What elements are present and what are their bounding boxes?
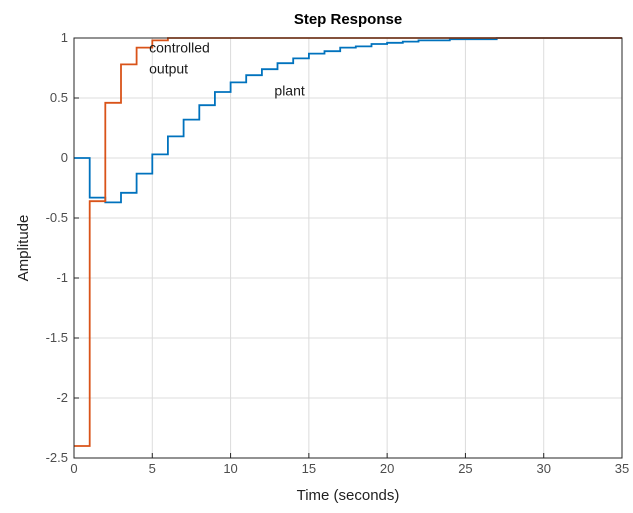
x-axis-label: Time (seconds) xyxy=(297,487,400,504)
grid xyxy=(73,37,623,459)
y-tick-label: 0.5 xyxy=(50,90,68,105)
annotation-label: output xyxy=(149,60,188,76)
tick-labels: 0 5 10 15 20 25 30 35 -2.5 -2 -1.5 -1 -0.5 0 0.5 1 xyxy=(46,30,630,476)
annotations: controlled output plant xyxy=(149,39,305,98)
x-tick-label: 0 xyxy=(70,461,77,476)
y-tick-label: -1 xyxy=(56,270,68,285)
y-axis-label: Amplitude xyxy=(15,215,32,282)
x-tick-label: 25 xyxy=(458,461,472,476)
annotation-label: plant xyxy=(274,83,304,99)
x-tick-label: 10 xyxy=(223,461,237,476)
series-line-plant xyxy=(74,37,622,204)
x-tick-label: 20 xyxy=(380,461,394,476)
x-tick-label: 30 xyxy=(536,461,550,476)
y-tick-label: 1 xyxy=(61,30,68,45)
y-tick-label: -2 xyxy=(56,390,68,405)
chart-title: Step Response xyxy=(294,11,402,28)
annotation-label: controlled xyxy=(149,39,210,55)
y-tick-label: 0 xyxy=(61,150,68,165)
y-tick-label: -0.5 xyxy=(46,210,68,225)
y-tick-label: -2.5 xyxy=(46,450,68,465)
y-tick-label: -1.5 xyxy=(46,330,68,345)
x-tick-label: 35 xyxy=(615,461,629,476)
plot-box xyxy=(73,37,623,459)
x-tick-label: 5 xyxy=(149,461,156,476)
x-tick-label: 15 xyxy=(302,461,316,476)
